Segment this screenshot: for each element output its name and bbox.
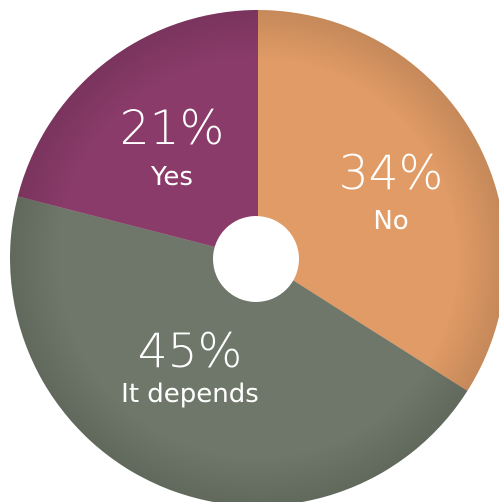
slice-label-yes: 21% Yes: [120, 101, 224, 192]
slice-label-no: 34% No: [339, 146, 443, 236]
slice-percent-no: 34%: [339, 146, 443, 201]
slice-category-it-depends: It depends: [121, 379, 259, 409]
slice-category-no: No: [373, 206, 408, 236]
slice-label-it-depends: 45% It depends: [121, 324, 259, 409]
slice-category-yes: Yes: [150, 162, 193, 192]
donut-hole: [213, 216, 299, 302]
slice-percent-it-depends: 45%: [138, 324, 242, 379]
slice-percent-yes: 21%: [120, 101, 224, 156]
